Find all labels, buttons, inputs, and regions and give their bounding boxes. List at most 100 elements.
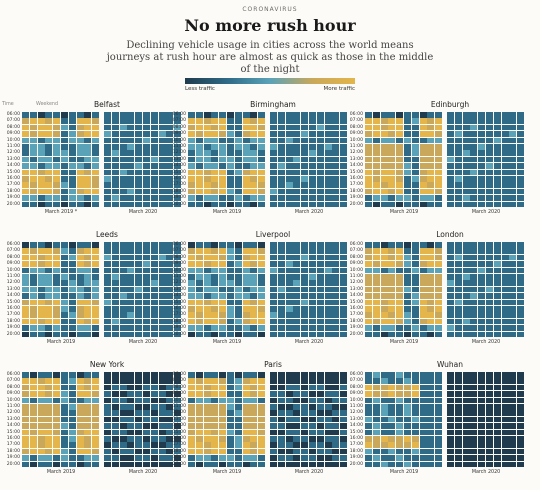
period-label-2020: March 2020 [294,470,324,475]
heatmap-cell [211,397,219,404]
heatmap-cell [174,156,182,163]
heatmap-cell [92,156,100,163]
heatmap-cell [301,416,309,423]
heatmap-cell [242,416,250,423]
heatmap-cell [158,169,166,176]
heatmap-cell [53,188,61,195]
heatmap-cell [234,124,242,131]
heatmap-cell [92,261,100,267]
heatmap-cell [150,144,158,150]
heatmap-cell [174,163,182,169]
heatmap-cell [427,182,435,188]
heatmap-cell [447,156,454,163]
heatmap-cell [188,195,195,201]
heatmap-cell [53,274,61,280]
heatmap-cell [258,404,266,410]
heatmap-cell [127,378,135,384]
heatmap-cell [234,372,242,378]
heatmap-cell [150,299,158,306]
heatmap-cell [45,461,53,468]
heatmap-cell [301,378,309,384]
heatmap-cell [211,423,219,429]
heatmap-cell [270,137,277,144]
heatmap-cell [166,306,174,312]
heatmap-cell [478,280,486,286]
heatmap-cell [365,144,372,150]
heatmap-cell [301,423,309,429]
heatmap-cell [68,150,76,156]
heatmap-cell [242,410,250,416]
heatmap-cell [285,378,293,384]
heatmap-cell [380,331,388,338]
heatmap-cell [250,378,258,384]
heatmap-cell [242,286,250,293]
heatmap-cell [258,254,266,261]
heatmap-cell [242,261,250,267]
heatmap-cell [195,410,203,416]
heatmap-cell [285,455,293,461]
heatmap-cell [219,137,227,144]
heatmap-cell [219,455,227,461]
heatmap-cell [203,195,211,201]
heatmap-cell [396,318,404,325]
heatmap-cell [470,163,478,169]
heatmap-cell [53,267,61,274]
hour-tick-label: 17:00 [349,312,363,318]
heatmap-cell [447,144,454,150]
city-name: Paris [264,360,282,369]
heatmap-cell [517,195,525,201]
heatmap-cell [309,293,316,299]
heatmap-cell [211,331,219,338]
heatmap-cell [250,461,258,468]
heatmap-cell [219,391,227,397]
heatmap-cell [372,416,380,423]
heatmap-cell [509,112,517,118]
heatmap-cell [227,306,234,312]
heatmap-cell [404,331,411,338]
heatmap-cell [316,144,324,150]
heatmap-cell [427,195,435,201]
heatmap-cell [188,261,195,267]
heatmap-cell [435,176,443,182]
heatmap-cell [435,404,443,410]
heatmap-cell [76,442,84,448]
heatmap-cell [211,442,219,448]
heatmap-cell [277,150,285,156]
heatmap-cell [234,248,242,254]
hour-tick-label: 12:00 [172,150,186,156]
hour-tick-label: 08:00 [172,254,186,260]
heatmap-cell [166,137,174,144]
heatmap-cell [37,318,45,325]
hour-tick-label: 17:00 [172,442,186,448]
heatmap-cell [380,169,388,176]
hour-tick-label: 10:00 [349,137,363,143]
heatmap-cell [211,299,219,306]
heatmap-cell [435,436,443,442]
heatmap-cell [388,254,396,261]
heatmap-cell [419,150,427,156]
heatmap-cell [111,331,119,338]
heatmap-cell [470,325,478,331]
heatmap-cell [111,188,119,195]
heatmap-cell [388,410,396,416]
heatmap-cell [242,182,250,188]
heatmap-cell [188,163,195,169]
heatmap-cell [250,248,258,254]
heatmap-cell [396,169,404,176]
heatmap-cell [143,391,150,397]
heatmap-cell [242,384,250,391]
heatmap-cell [277,112,285,118]
heatmap-cell [219,286,227,293]
heatmap-cell [493,248,501,254]
heatmap-cell [127,201,135,208]
heatmap-cell [301,331,309,338]
heatmap-cell [324,286,332,293]
heatmap-cell [462,195,470,201]
heatmap-cell [68,156,76,163]
heatmap-cell [166,124,174,131]
heatmap-cell [219,242,227,248]
heatmap-cell [227,195,234,201]
heatmap-cell [188,242,195,248]
heatmap-cell [188,436,195,442]
hour-tick-label: 14:00 [6,423,20,429]
